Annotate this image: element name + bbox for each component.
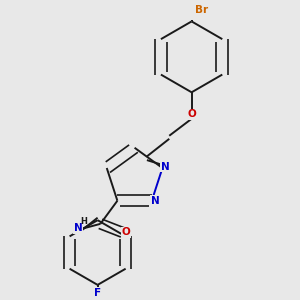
Text: O: O [187,110,196,119]
Text: F: F [94,288,101,298]
Text: O: O [121,227,130,238]
Text: Br: Br [195,4,208,15]
Text: N: N [160,162,169,172]
Text: N: N [151,196,159,206]
Text: N: N [74,223,82,233]
Text: H: H [80,218,87,226]
